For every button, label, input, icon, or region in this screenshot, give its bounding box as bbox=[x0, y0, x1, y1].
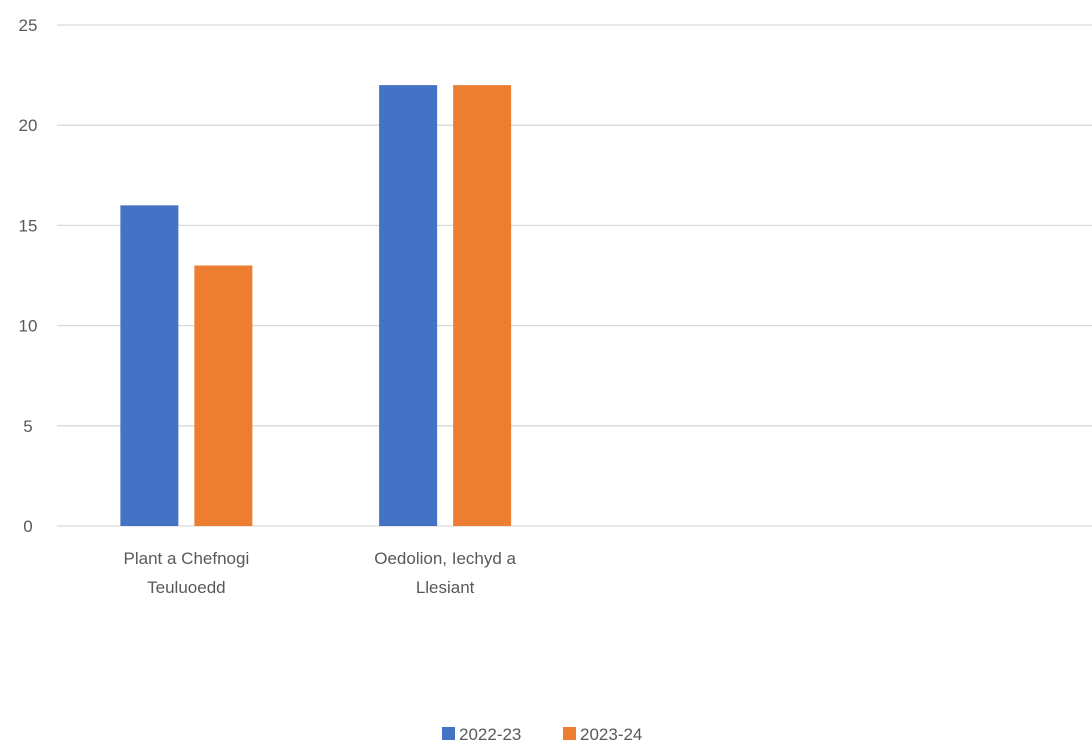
legend: 2022-23 2023-24 bbox=[442, 725, 642, 744]
legend-label: 2022-23 bbox=[459, 725, 521, 744]
x-category-label: Llesiant bbox=[416, 578, 475, 597]
y-tick-label: 10 bbox=[19, 317, 38, 336]
bar-2022-23-2 bbox=[379, 85, 438, 527]
bars bbox=[120, 85, 512, 527]
x-category-label: Oedolion, Iechyd a bbox=[374, 549, 516, 568]
y-tick-label: 15 bbox=[19, 216, 38, 235]
bar-2023-24-1 bbox=[194, 265, 253, 526]
bar-2023-24-2 bbox=[453, 85, 512, 527]
legend-swatch-2022-23 bbox=[442, 727, 455, 740]
legend-swatch-2023-24 bbox=[563, 727, 576, 740]
legend-label: 2023-24 bbox=[580, 725, 642, 744]
y-tick-label: 0 bbox=[23, 517, 32, 536]
y-tick-label: 20 bbox=[19, 116, 38, 135]
bar-2022-23-1 bbox=[120, 205, 179, 527]
y-axis-tick-labels: 0 5 10 15 20 25 bbox=[19, 16, 38, 536]
x-axis-category-labels: Plant a Chefnogi Teuluoedd Oedolion, Iechy… bbox=[124, 549, 517, 597]
y-tick-label: 5 bbox=[23, 417, 32, 436]
y-tick-label: 25 bbox=[19, 16, 38, 35]
x-category-label: Plant a Chefnogi bbox=[124, 549, 250, 568]
x-category-label: Teuluoedd bbox=[147, 578, 225, 597]
